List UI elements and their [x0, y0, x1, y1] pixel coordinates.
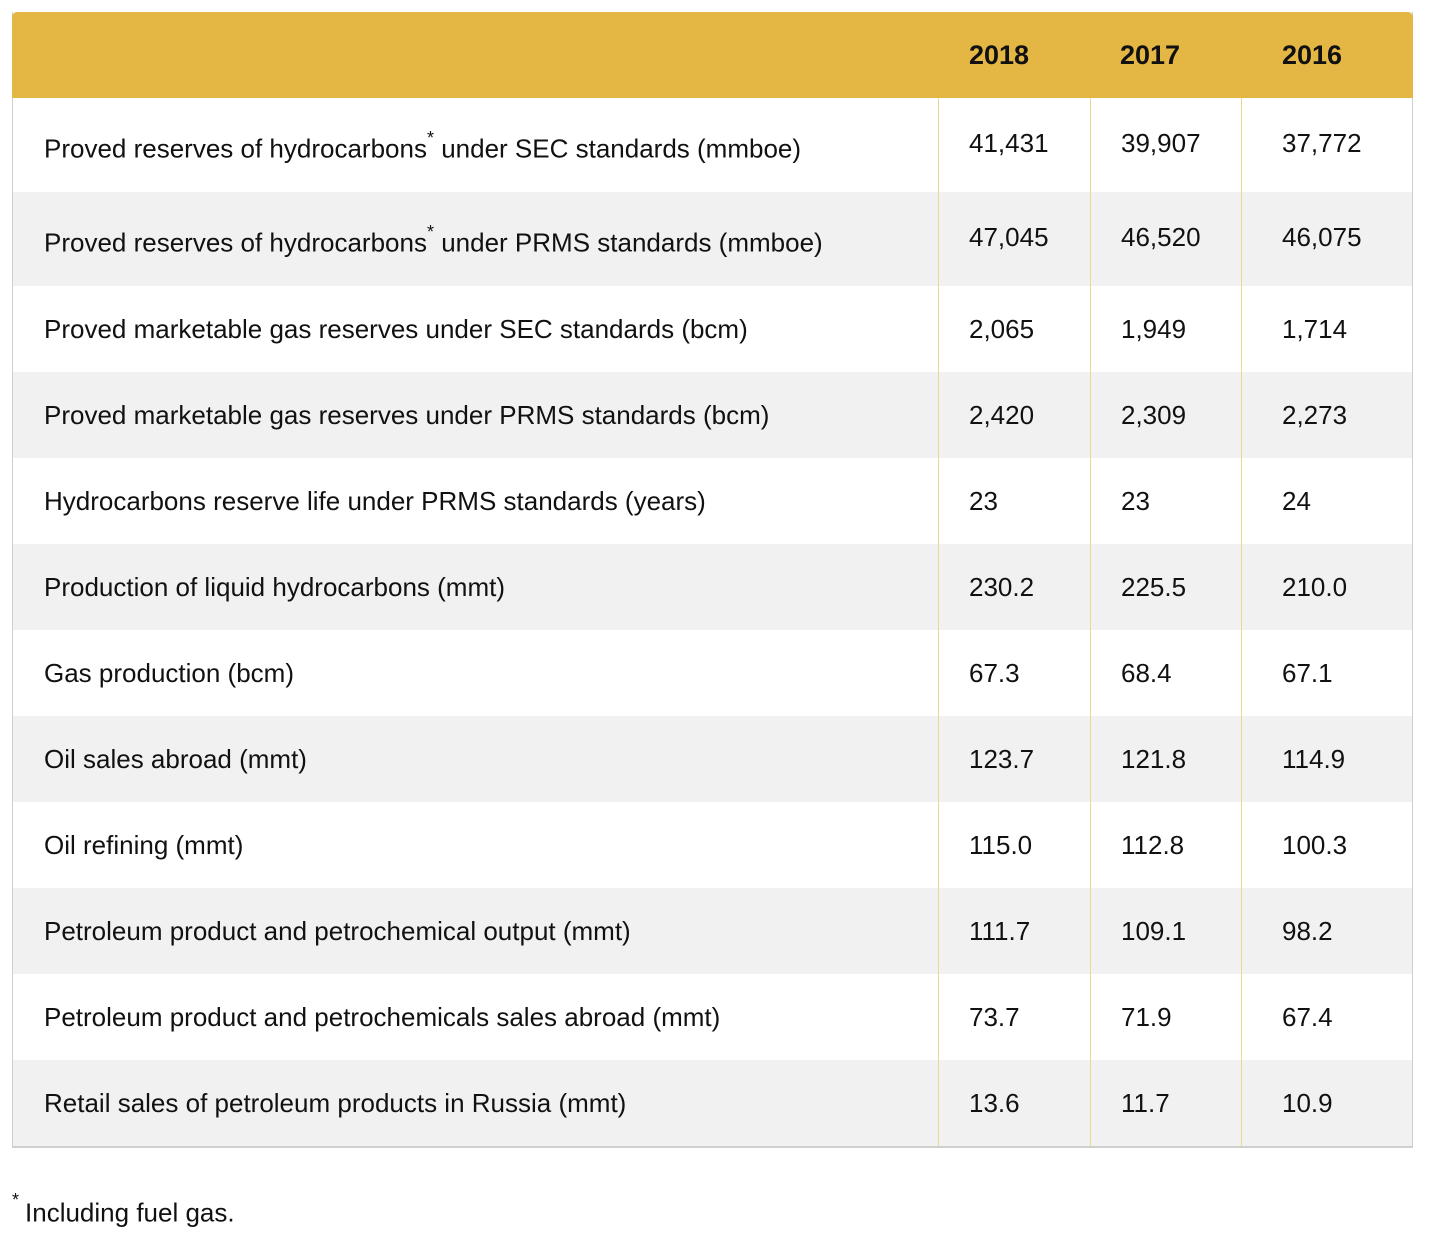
row-label: Proved reserves of hydrocarbons* under P…: [44, 222, 823, 259]
cell-value-2017: 11.7: [1121, 1088, 1170, 1118]
row-label-suffix: under PRMS standards (mmboe): [433, 227, 823, 258]
header-year-2018: 2018: [968, 40, 1030, 70]
cell-value-2017: 23: [1121, 486, 1150, 516]
cell-value-2017: 109.1: [1121, 916, 1187, 946]
cell-value-2016: 46,075: [1282, 222, 1362, 252]
table-row: Proved marketable gas reserves under SEC…: [13, 286, 1412, 372]
cell-value-2017: 2,309: [1121, 400, 1187, 430]
row-label-text: Retail sales of petroleum products in Ru…: [44, 1088, 627, 1118]
row-label: Oil refining (mmt): [44, 830, 243, 861]
row-label: Petroleum product and petrochemical outp…: [44, 916, 631, 947]
cell-value-2018: 2,065: [969, 314, 1035, 344]
cell-value-2016: 10.9: [1282, 1088, 1333, 1118]
row-label: Petroleum product and petrochemicals sal…: [44, 1002, 720, 1033]
table-row: Proved reserves of hydrocarbons* under S…: [13, 98, 1412, 192]
cell-value-2017: 46,520: [1121, 222, 1201, 252]
cell-value-2018: 23: [969, 486, 998, 516]
cell-value-2017: 68.4: [1121, 658, 1172, 688]
footnote-mark: *: [12, 1190, 20, 1210]
table-row: Oil refining (mmt) 115.0 112.8 100.3: [13, 802, 1412, 888]
row-label-text: Hydrocarbons reserve life under PRMS sta…: [44, 486, 706, 516]
row-label: Proved marketable gas reserves under PRM…: [44, 400, 769, 431]
footnote: * Including fuel gas.: [12, 1190, 235, 1229]
cell-value-2017: 225.5: [1121, 572, 1187, 602]
row-label: Hydrocarbons reserve life under PRMS sta…: [44, 486, 706, 517]
row-label-text: Proved reserves of hydrocarbons: [44, 227, 427, 258]
table-body: Proved reserves of hydrocarbons* under S…: [13, 98, 1412, 1146]
table-header: 2018 2017 2016: [12, 12, 1413, 98]
cell-value-2017: 121.8: [1121, 744, 1187, 774]
cell-value-2016: 1,714: [1282, 314, 1348, 344]
footnote-reference-mark: *: [426, 128, 434, 148]
data-table: 2018 2017 2016 Proved reserves of hydroc…: [12, 12, 1413, 1148]
cell-value-2016: 24: [1282, 486, 1311, 516]
row-label-text: Proved marketable gas reserves under PRM…: [44, 400, 770, 430]
row-label-text: Proved reserves of hydrocarbons: [44, 133, 427, 164]
table-row: Gas production (bcm) 67.3 68.4 67.1: [13, 630, 1412, 716]
row-label-text: Gas production (bcm): [44, 658, 294, 688]
cell-value-2016: 98.2: [1282, 916, 1333, 946]
row-label: Retail sales of petroleum products in Ru…: [44, 1088, 626, 1119]
cell-value-2017: 1,949: [1121, 314, 1187, 344]
row-label: Proved marketable gas reserves under SEC…: [44, 314, 748, 345]
row-label-text: Petroleum product and petrochemical outp…: [44, 916, 631, 946]
cell-value-2018: 47,045: [969, 222, 1049, 252]
table-row: Proved reserves of hydrocarbons* under P…: [13, 192, 1412, 286]
cell-value-2018: 115.0: [969, 830, 1033, 860]
column-divider: [938, 98, 939, 1146]
row-label: Production of liquid hydrocarbons (mmt): [44, 572, 505, 603]
cell-value-2016: 100.3: [1282, 830, 1348, 860]
cell-value-2018: 67.3: [969, 658, 1020, 688]
table-row: Oil sales abroad (mmt) 123.7 121.8 114.9: [13, 716, 1412, 802]
cell-value-2017: 71.9: [1121, 1002, 1172, 1032]
footnote-reference-mark: *: [426, 222, 434, 242]
column-divider: [1090, 98, 1091, 1146]
cell-value-2016: 37,772: [1282, 128, 1362, 158]
cell-value-2016: 210.0: [1282, 572, 1348, 602]
cell-value-2016: 2,273: [1282, 400, 1348, 430]
header-year-2017: 2017: [1119, 40, 1181, 70]
row-label-text: Production of liquid hydrocarbons (mmt): [44, 572, 505, 602]
cell-value-2016: 67.4: [1282, 1002, 1333, 1032]
cell-value-2018: 111.7: [969, 916, 1031, 946]
table-row: Proved marketable gas reserves under PRM…: [13, 372, 1412, 458]
column-divider: [1241, 98, 1242, 1146]
cell-value-2018: 73.7: [969, 1002, 1020, 1032]
cell-value-2017: 39,907: [1121, 128, 1201, 158]
row-label-text: Oil refining (mmt): [44, 830, 244, 860]
row-label-text: Oil sales abroad (mmt): [44, 744, 307, 774]
row-label-text: Petroleum product and petrochemicals sal…: [44, 1002, 721, 1032]
row-label-text: Proved marketable gas reserves under SEC…: [44, 314, 748, 344]
cell-value-2018: 123.7: [969, 744, 1035, 774]
cell-value-2018: 41,431: [969, 128, 1049, 158]
cell-value-2017: 112.8: [1121, 830, 1185, 860]
row-label: Oil sales abroad (mmt): [44, 744, 307, 775]
footnote-text: Including fuel gas.: [25, 1197, 235, 1228]
table-row: Petroleum product and petrochemicals sal…: [13, 974, 1412, 1060]
cell-value-2016: 67.1: [1282, 658, 1333, 688]
row-label-suffix: under SEC standards (mmboe): [433, 133, 802, 164]
cell-value-2018: 13.6: [969, 1088, 1020, 1118]
cell-value-2018: 230.2: [969, 572, 1035, 602]
row-label: Gas production (bcm): [44, 658, 294, 689]
header-year-2016: 2016: [1281, 40, 1343, 70]
table-row: Retail sales of petroleum products in Ru…: [13, 1060, 1412, 1146]
cell-value-2016: 114.9: [1282, 744, 1346, 774]
table-row: Petroleum product and petrochemical outp…: [13, 888, 1412, 974]
row-label: Proved reserves of hydrocarbons* under S…: [44, 128, 802, 165]
table-row: Production of liquid hydrocarbons (mmt) 2…: [13, 544, 1412, 630]
cell-value-2018: 2,420: [969, 400, 1035, 430]
table-row: Hydrocarbons reserve life under PRMS sta…: [13, 458, 1412, 544]
